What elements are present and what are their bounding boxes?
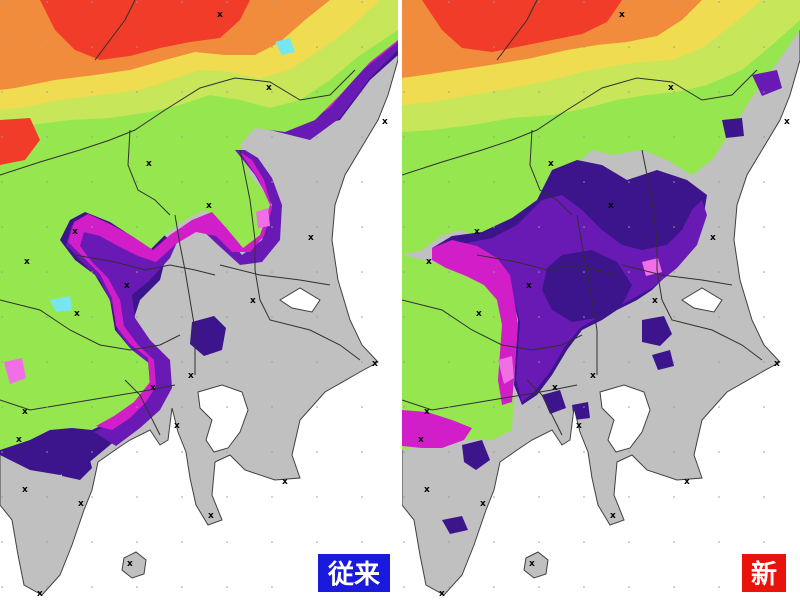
panel-divider <box>398 0 402 600</box>
label-badge-new: 新 <box>740 552 788 594</box>
graticule-dots <box>0 0 398 600</box>
map-right: x x x x x x x x x x x x x x x x x x x x <box>402 0 800 600</box>
map-panel-left: x x x x x x x x x x x x x x x x x x x x <box>0 0 398 600</box>
map-left: x x x x x x x x x x x x x x x x x x x x <box>0 0 398 600</box>
label-badge-conventional: 従来 <box>316 552 392 594</box>
graticule-dots <box>402 0 800 600</box>
map-panel-right: x x x x x x x x x x x x x x x x x x x x <box>402 0 800 600</box>
